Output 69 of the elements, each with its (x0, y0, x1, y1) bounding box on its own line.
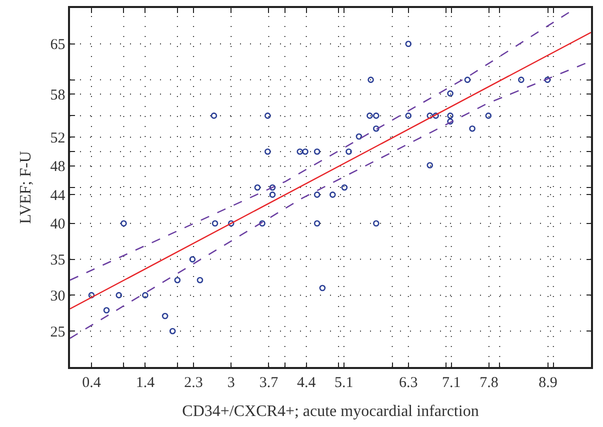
x-tick-label: 4.4 (296, 374, 316, 391)
point (373, 220, 380, 227)
y-tick-label: 58 (50, 87, 66, 104)
x-tick-label: 3 (227, 374, 235, 391)
point (426, 162, 434, 168)
point (319, 284, 326, 292)
point (269, 184, 276, 191)
x-tick-label: 8.9 (538, 374, 558, 391)
y-tick-label: 52 (50, 130, 66, 146)
point (405, 40, 412, 48)
y-tick-label: 35 (50, 252, 66, 269)
point (346, 148, 352, 155)
point (544, 76, 551, 83)
point (341, 184, 348, 191)
y-axis-title: LVEF; F-U (18, 150, 35, 224)
point (162, 312, 168, 320)
point (314, 148, 320, 155)
point (189, 256, 196, 262)
point (426, 112, 434, 119)
point (264, 148, 271, 155)
point (196, 276, 204, 284)
point (368, 76, 374, 83)
point (228, 220, 234, 227)
point (254, 184, 261, 191)
point (447, 112, 454, 119)
point (314, 220, 320, 227)
point (296, 148, 304, 155)
point (116, 292, 122, 298)
point (269, 192, 276, 198)
y-tick-label: 44 (50, 188, 66, 204)
point (447, 118, 454, 125)
point (169, 328, 176, 334)
x-tick-label: 5.1 (334, 374, 354, 391)
point (373, 112, 380, 119)
point (88, 292, 95, 298)
point (373, 125, 380, 132)
x-tick-label: 6.3 (399, 374, 418, 391)
x-axis-title: CD34+/CXCR4+; acute myocardial infarction (182, 402, 479, 420)
point (447, 90, 454, 97)
point (485, 112, 492, 119)
point (174, 276, 181, 284)
y-tick-label: 30 (50, 288, 66, 304)
x-tick-label: 2.3 (184, 374, 203, 391)
point (210, 112, 218, 119)
point (264, 112, 271, 119)
x-tick-label: 3.7 (259, 374, 279, 391)
point (464, 76, 471, 83)
point (302, 148, 308, 155)
point (314, 192, 320, 198)
y-tick-label: 40 (50, 216, 66, 233)
x-tick-label: 0.4 (82, 374, 102, 391)
x-tick-label: 7.8 (480, 374, 498, 391)
point (212, 220, 218, 227)
point (356, 133, 362, 140)
x-tick-label: 7.1 (442, 374, 461, 391)
y-tick-label: 65 (50, 37, 66, 54)
point (142, 292, 148, 298)
x-tick-label: 1.4 (136, 374, 156, 391)
point (330, 192, 336, 198)
y-tick-label: 25 (50, 324, 66, 340)
point (259, 220, 266, 227)
point (103, 307, 110, 314)
point (469, 125, 476, 132)
point (432, 112, 439, 119)
point (366, 112, 373, 119)
point (405, 112, 412, 119)
point (120, 220, 127, 227)
point (518, 76, 524, 83)
y-tick-label: 48 (50, 159, 66, 176)
